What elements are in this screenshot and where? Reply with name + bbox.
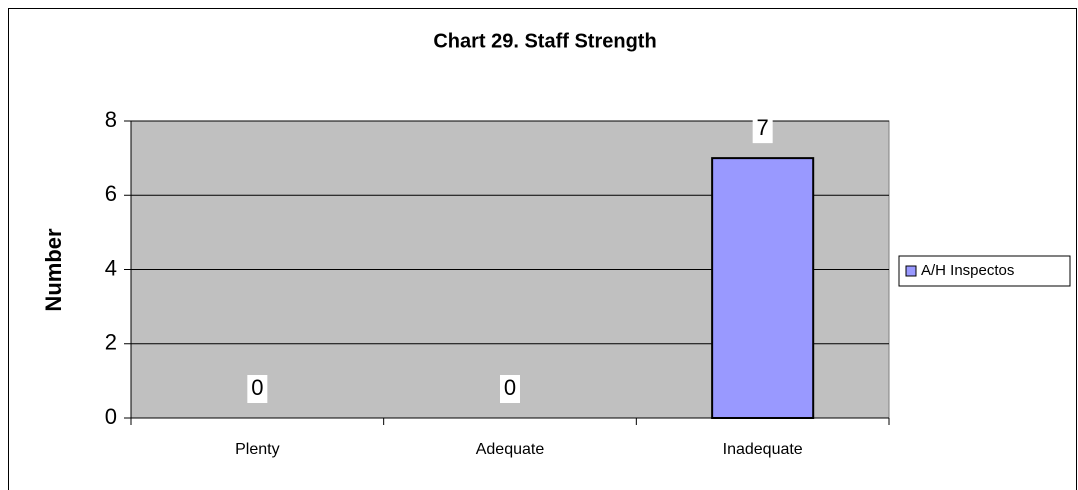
x-tick-label: Plenty	[235, 441, 279, 458]
legend-box	[898, 255, 1071, 287]
data-label-bg	[247, 375, 268, 403]
data-label: 0	[251, 375, 263, 400]
legend-swatch	[905, 265, 917, 277]
x-tick-label: Adequate	[476, 441, 545, 458]
data-label: 7	[757, 115, 769, 140]
y-tick-label: 2	[105, 330, 117, 355]
y-axis-label: Number	[41, 228, 66, 312]
data-label-bg	[500, 375, 520, 403]
y-tick-label: 4	[105, 255, 117, 280]
y-tick-label: 6	[105, 181, 117, 206]
data-label: 0	[504, 375, 516, 400]
x-tick-label: Inadequate	[723, 441, 803, 458]
legend-label: A/H Inspectos	[921, 262, 1014, 279]
bar	[711, 157, 815, 419]
data-label-bg	[752, 115, 773, 144]
y-tick-label: 8	[105, 107, 117, 132]
chart-title: Chart 29. Staff Strength	[433, 30, 656, 52]
y-tick-label: 0	[105, 404, 117, 429]
